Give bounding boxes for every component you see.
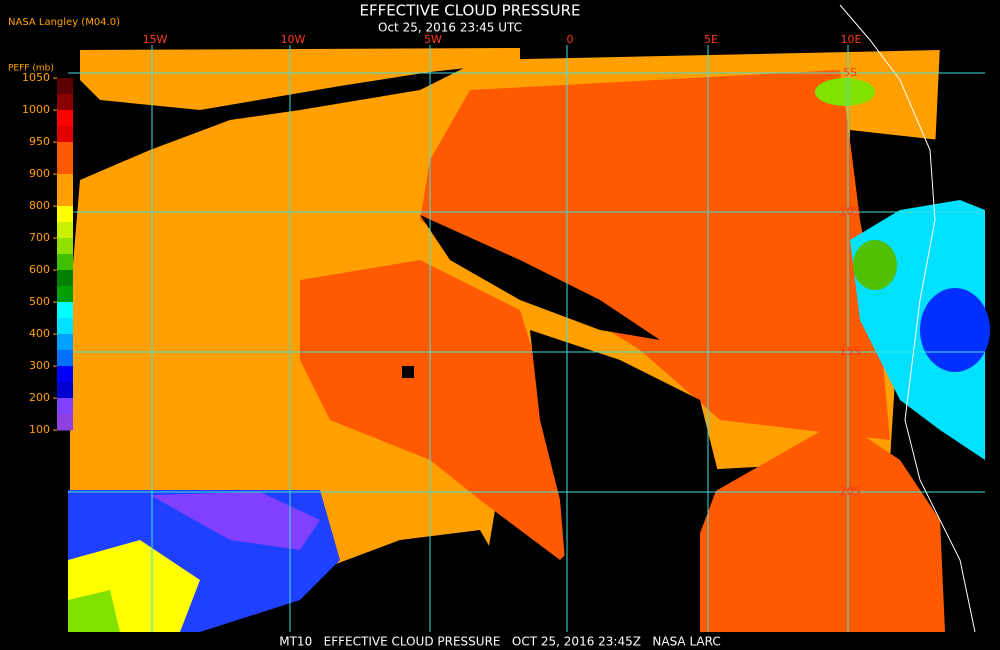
latitude-label: 5S: [843, 66, 857, 79]
colorbar-tick-label: 700: [29, 231, 50, 244]
longitude-label: 5W: [424, 33, 442, 46]
colorbar-tick-label: 100: [29, 423, 50, 436]
colorbar-segment: [57, 94, 73, 111]
cloud-high: [68, 590, 120, 632]
cloud-mid: [300, 260, 600, 560]
colorbar-segment: [57, 222, 73, 239]
colorbar-segment: [57, 238, 73, 255]
colorbar: 1050 1000 950 900 800 700 600 500 400 300 200 100: [22, 71, 73, 436]
footer: MT10 EFFECTIVE CLOUD PRESSURE OCT 25, 20…: [279, 635, 720, 649]
colorbar-segment: [57, 78, 73, 95]
colorbar-segment: [57, 334, 73, 351]
cloud-mid: [700, 420, 945, 632]
colorbar-tick-label: 800: [29, 199, 50, 212]
colorbar-tick-label: 900: [29, 167, 50, 180]
colorbar-segment: [57, 174, 73, 191]
colorbar-segment: [57, 158, 73, 175]
colorbar-segment: [57, 254, 73, 271]
colorbar-segment: [57, 126, 73, 143]
clear-sky: [402, 366, 414, 378]
colorbar-tick-label: 200: [29, 391, 50, 404]
cloud-mid: [420, 70, 890, 440]
colorbar-segment: [57, 398, 73, 415]
colorbar-tick-label: 400: [29, 327, 50, 340]
colorbar-segment: [57, 302, 73, 319]
colorbar-tick-label: 300: [29, 359, 50, 372]
colorbar-segment: [57, 270, 73, 287]
colorbar-segment: [57, 414, 73, 431]
longitude-label: 10W: [281, 33, 306, 46]
colorbar-segment: [57, 366, 73, 383]
map-title: EFFECTIVE CLOUD PRESSURE: [359, 2, 580, 20]
latitude-label: 20S: [840, 485, 861, 498]
map-subtitle: Oct 25, 2016 23:45 UTC: [378, 21, 522, 35]
latitude-label: 15S: [840, 345, 861, 358]
cloud-high: [815, 78, 875, 106]
coastline: [839, 4, 976, 633]
colorbar-segment: [57, 142, 73, 159]
colorbar-label: PEFF (mb): [8, 64, 54, 74]
colorbar-tick-label: 950: [29, 135, 50, 148]
colorbar-tick-label: 1000: [22, 103, 50, 116]
longitude-label: 5E: [704, 33, 718, 46]
colorbar-segment: [57, 318, 73, 335]
colorbar-tick-label: 1050: [22, 71, 50, 84]
colorbar-segment: [57, 206, 73, 223]
longitude-label: 0: [567, 33, 574, 46]
colorbar-tick-label: 500: [29, 295, 50, 308]
cloud-low: [80, 48, 520, 110]
clear-sky: [240, 530, 520, 632]
longitude-label: 10E: [841, 33, 862, 46]
colorbar-segment: [57, 350, 73, 367]
grid: 15W 10W 5W 0 5E 10E 5S 10S 15S 20S: [68, 33, 985, 632]
colorbar-segment: [57, 110, 73, 127]
colorbar-segment: [57, 286, 73, 303]
cloud-high: [920, 288, 990, 372]
colorbar-segment: [57, 190, 73, 207]
clear-sky: [530, 330, 720, 620]
longitude-label: 15W: [143, 33, 168, 46]
map-imagery: [68, 4, 990, 633]
colorbar-tick-label: 600: [29, 263, 50, 276]
cloud-high: [853, 240, 897, 290]
latitude-label: 10S: [840, 205, 861, 218]
cloud-high: [150, 492, 320, 550]
clear-sky: [420, 215, 660, 340]
colorbar-segment: [57, 382, 73, 399]
source-label: NASA Langley (M04.0): [8, 17, 120, 28]
